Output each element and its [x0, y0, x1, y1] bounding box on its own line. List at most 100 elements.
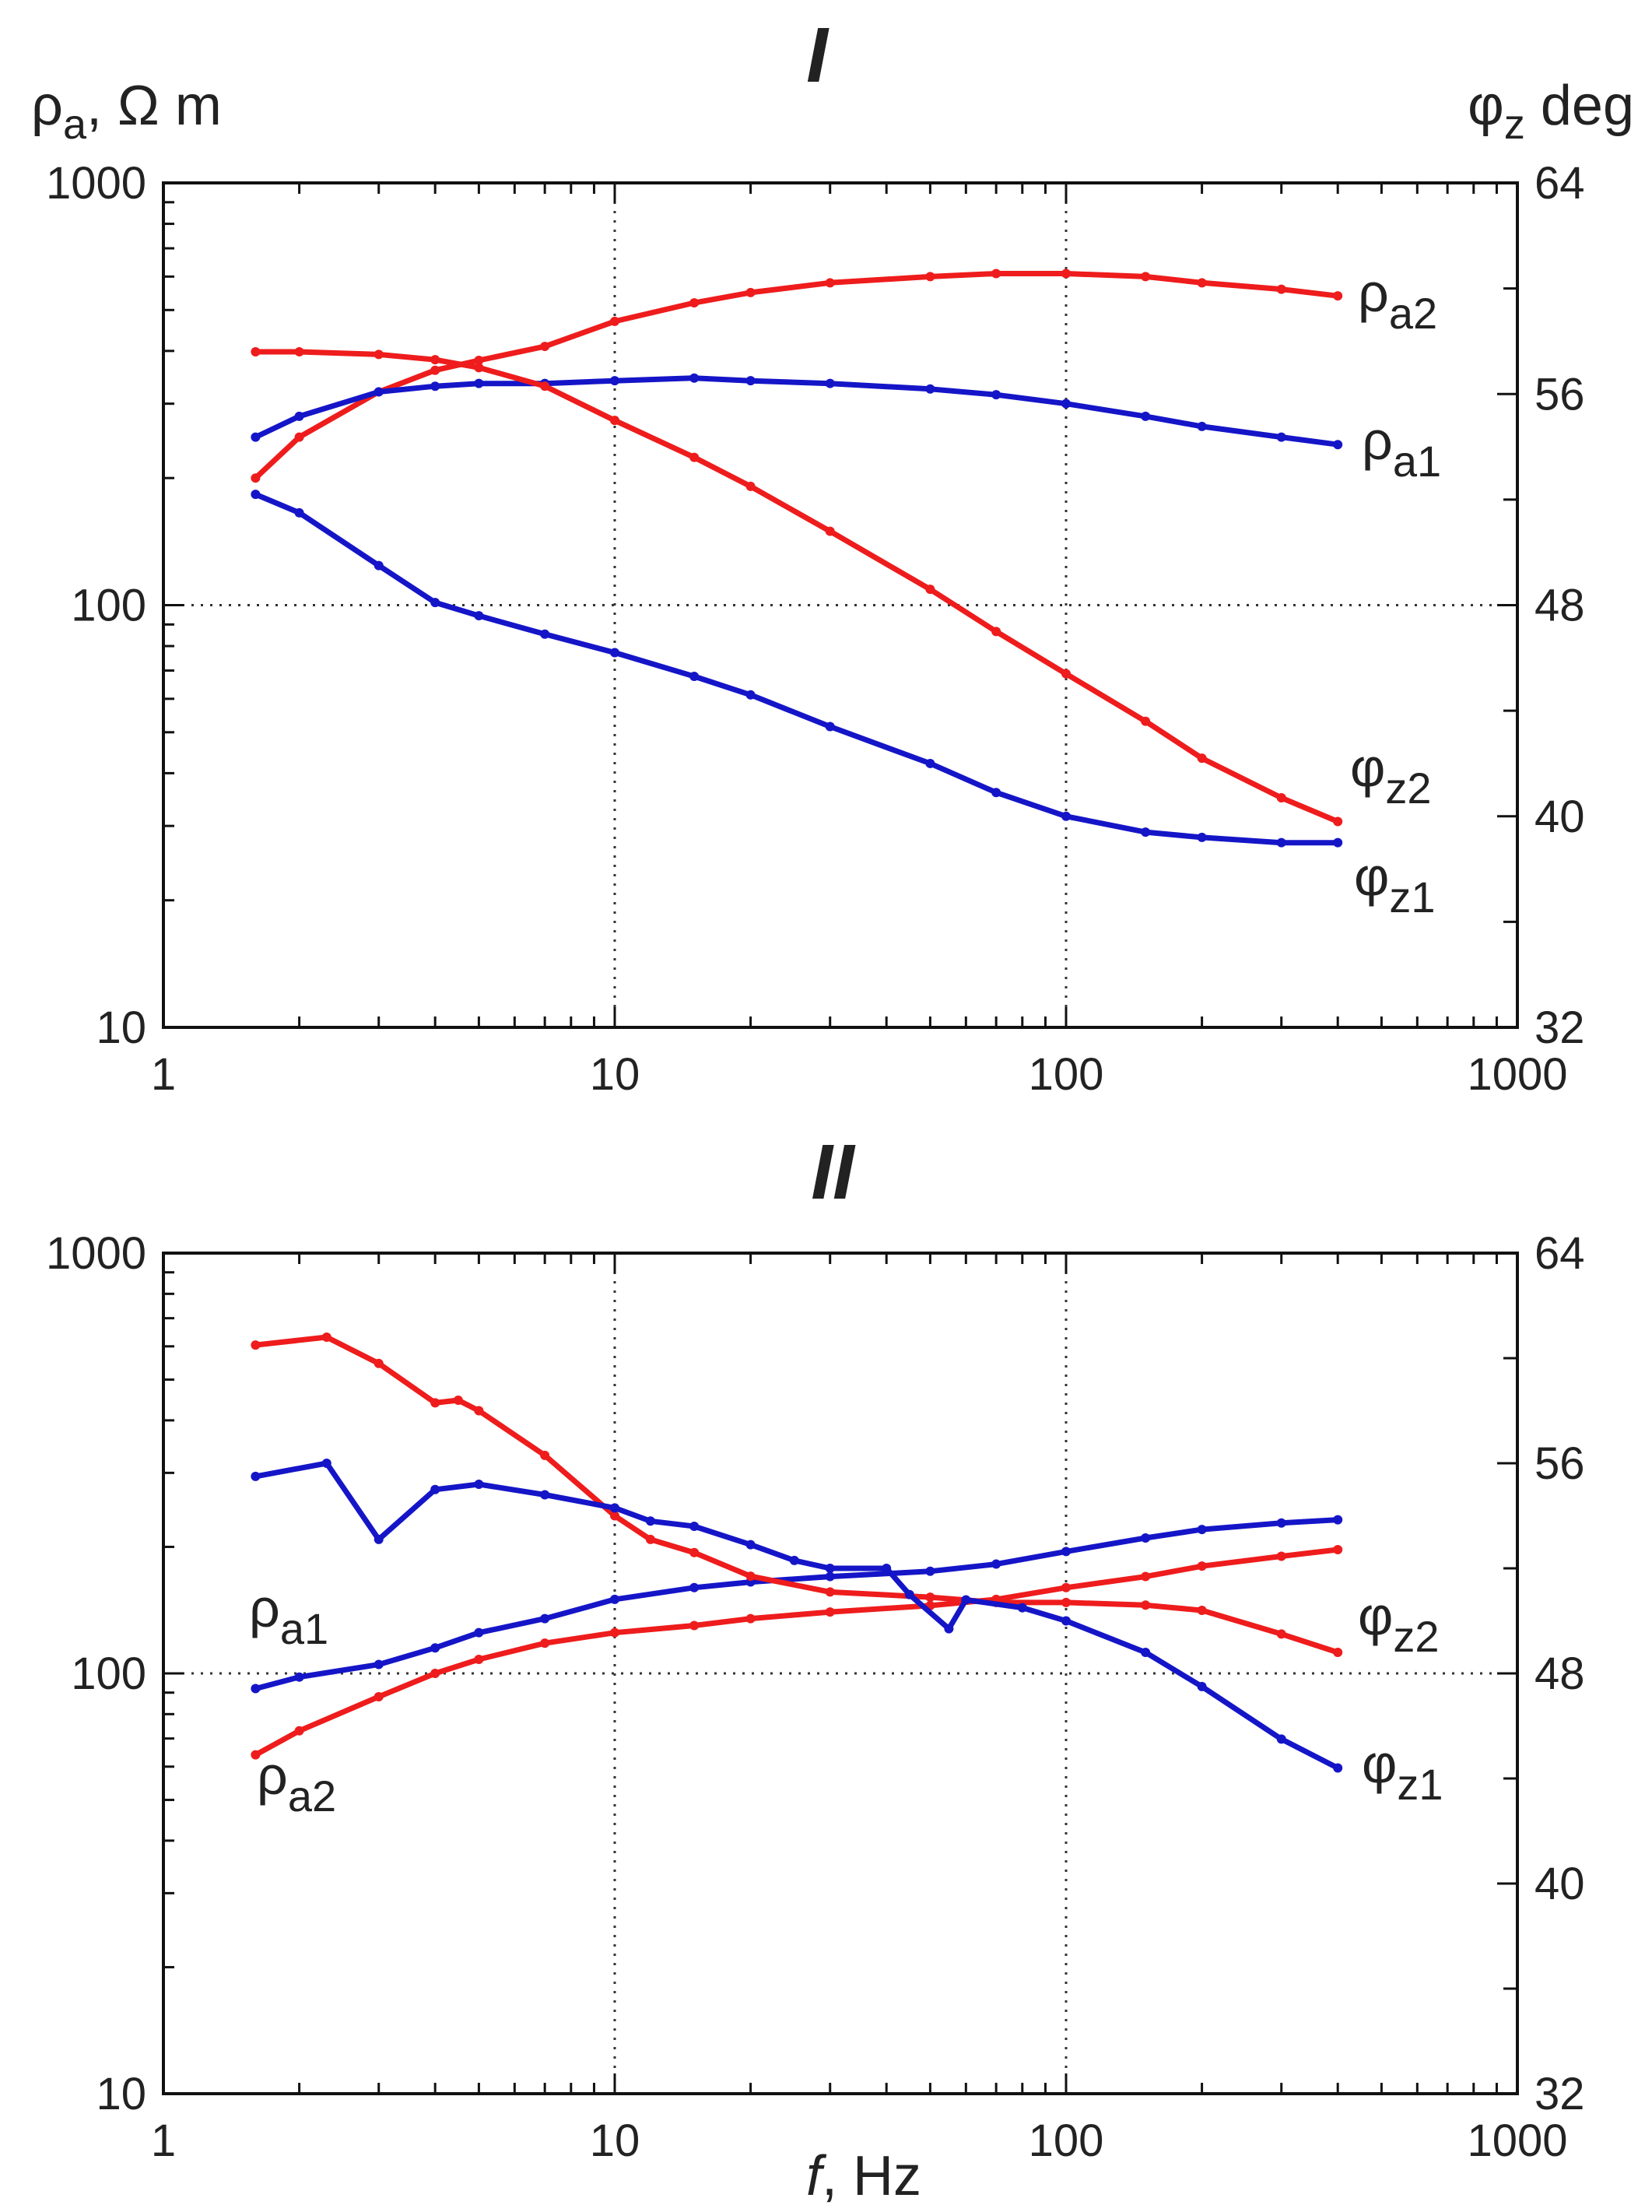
data-point: [689, 1547, 700, 1557]
data-point: [540, 1638, 550, 1648]
data-point: [1333, 1648, 1343, 1657]
data-point: [474, 1654, 484, 1664]
data-point: [251, 1684, 261, 1694]
data-point: [251, 473, 261, 483]
x-tick-label: 1: [151, 1049, 176, 1100]
series-label: φz2: [1358, 1585, 1440, 1661]
data-point: [1141, 1648, 1151, 1657]
data-point: [825, 722, 835, 732]
x-tick-label: 100: [1029, 2115, 1104, 2166]
x-tick-label: 10: [590, 1049, 640, 1100]
data-point: [745, 376, 756, 386]
data-point: [1276, 1518, 1286, 1528]
data-point: [991, 1559, 1001, 1569]
x-tick-label: 1: [151, 2115, 176, 2166]
data-point: [1333, 816, 1343, 827]
data-point: [610, 376, 619, 386]
data-point: [1061, 1582, 1071, 1592]
data-point: [430, 365, 440, 375]
y-tick-label-left: 1000: [46, 158, 146, 209]
data-point: [453, 1396, 463, 1405]
data-point: [1141, 827, 1151, 837]
data-point: [825, 1607, 835, 1617]
y-tick-label-left: 10: [96, 2069, 146, 2119]
data-point: [1141, 411, 1151, 421]
data-point: [474, 611, 484, 621]
data-point: [745, 287, 756, 297]
data-point: [1141, 1533, 1151, 1543]
y-axis-title-left: ρa, Ω m: [31, 75, 222, 148]
data-point: [294, 1672, 304, 1682]
data-point: [1197, 832, 1207, 842]
x-tick-label: 1000: [1467, 1049, 1567, 1100]
data-point: [374, 1534, 384, 1544]
series-label: ρa1: [249, 1578, 328, 1653]
data-point: [1197, 278, 1207, 288]
data-point: [294, 347, 304, 356]
data-point: [1197, 1606, 1207, 1615]
data-point: [1141, 272, 1151, 282]
data-point: [251, 1340, 261, 1350]
data-point: [374, 1659, 384, 1670]
data-point: [474, 363, 484, 373]
data-point: [251, 490, 261, 500]
data-point: [1061, 1597, 1071, 1607]
data-point: [430, 598, 440, 608]
data-point: [745, 1571, 756, 1582]
data-point: [1197, 1525, 1207, 1535]
data-point: [645, 1534, 655, 1544]
data-point: [1061, 1616, 1071, 1626]
y-tick-label-right: 40: [1535, 1859, 1585, 1909]
data-point: [1276, 284, 1286, 294]
data-point: [374, 349, 384, 360]
y-tick-label-left: 100: [71, 1648, 146, 1699]
data-point: [1276, 1734, 1286, 1744]
data-point: [540, 1613, 550, 1624]
data-point: [1061, 1547, 1071, 1557]
x-axis-title: f, Hz: [806, 2145, 921, 2207]
y-tick-label-right: 64: [1535, 1228, 1585, 1279]
data-point: [1276, 432, 1286, 442]
data-point: [430, 1398, 440, 1408]
panel-title: II: [811, 1129, 856, 1216]
data-point: [991, 390, 1001, 400]
data-point: [540, 381, 550, 391]
data-point: [294, 507, 304, 518]
y-tick-label-right: 48: [1535, 581, 1585, 631]
data-point: [474, 355, 484, 365]
data-point: [1333, 1763, 1343, 1773]
data-point: [745, 690, 756, 700]
data-point: [610, 1594, 619, 1604]
series-label: ρa2: [1358, 262, 1437, 338]
y-tick-label-right: 56: [1535, 1438, 1585, 1489]
data-point: [825, 1587, 835, 1597]
data-point: [789, 1555, 799, 1565]
data-point: [251, 1471, 261, 1481]
data-point: [925, 384, 935, 394]
data-point: [961, 1595, 971, 1605]
data-point: [540, 1450, 550, 1460]
series-label: φz1: [1362, 1733, 1443, 1809]
data-point: [1276, 1551, 1286, 1561]
x-tick-label: 1000: [1467, 2115, 1567, 2166]
data-point: [991, 627, 1001, 637]
data-point: [610, 648, 619, 658]
data-point: [610, 1627, 619, 1638]
data-point: [904, 1589, 914, 1599]
y-tick-label-right: 56: [1535, 369, 1585, 420]
data-point: [745, 481, 756, 491]
x-tick-label: 100: [1029, 1049, 1104, 1100]
data-point: [610, 1503, 619, 1513]
data-point: [474, 378, 484, 388]
y-tick-label-right: 48: [1535, 1648, 1585, 1699]
data-point: [474, 1406, 484, 1416]
data-point: [1333, 1544, 1343, 1554]
data-point: [1276, 837, 1286, 848]
y-tick-label-right: 64: [1535, 158, 1585, 209]
data-point: [1197, 1561, 1207, 1571]
series-label: φz1: [1354, 846, 1436, 922]
data-point: [825, 378, 835, 388]
data-point: [430, 355, 440, 365]
data-point: [825, 526, 835, 536]
